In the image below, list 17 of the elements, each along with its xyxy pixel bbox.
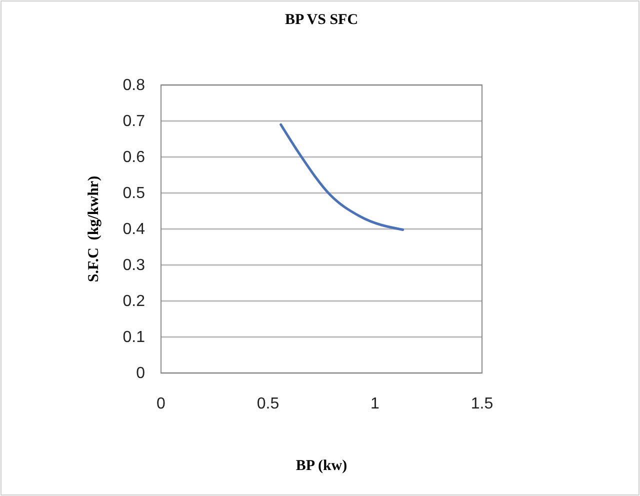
y-tick-label: 0.2 bbox=[122, 293, 146, 310]
x-axis-title: BP (kw) bbox=[296, 458, 348, 474]
y-tick-label: 0.8 bbox=[122, 77, 146, 94]
y-tick-label: 0.6 bbox=[122, 149, 146, 166]
x-tick-label: 0 bbox=[156, 395, 166, 412]
y-tick-label: 0.3 bbox=[122, 257, 146, 274]
y-tick-label: 0.5 bbox=[122, 185, 146, 202]
y-tick-label: 0.7 bbox=[122, 113, 146, 130]
y-tick-label: 0 bbox=[136, 365, 146, 382]
y-axis-title: S.F.C (kg/kwhr) bbox=[86, 176, 102, 282]
x-tick-label: 1.5 bbox=[470, 395, 494, 412]
x-tick-label: 0.5 bbox=[256, 395, 280, 412]
x-tick-label: 1 bbox=[370, 395, 380, 412]
chart-title: BP VS SFC bbox=[284, 12, 358, 28]
line-series bbox=[280, 123, 404, 231]
y-tick-label: 0.4 bbox=[122, 221, 146, 238]
y-tick-label: 0.1 bbox=[122, 329, 146, 346]
